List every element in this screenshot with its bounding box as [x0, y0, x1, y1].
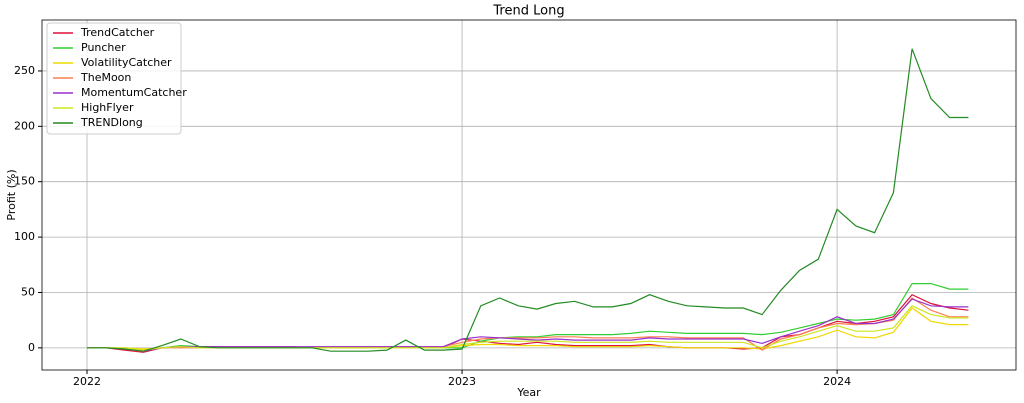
y-tick-label: 250 [14, 64, 35, 77]
data-line [87, 48, 969, 352]
x-tick-label: 2023 [448, 375, 476, 388]
y-tick-label: 200 [14, 119, 35, 132]
y-tick-label: 100 [14, 230, 35, 243]
y-tick-label: 0 [28, 341, 35, 354]
legend-label: TRENDlong [80, 116, 143, 129]
legend-label: TrendCatcher [80, 26, 155, 39]
legend-label: HighFlyer [81, 101, 134, 114]
y-axis-label: Profit (%) [5, 169, 18, 220]
plot-frame [41, 19, 1017, 371]
legend-label: TheMoon [80, 71, 131, 84]
chart-title: Trend Long [492, 4, 564, 19]
legend-label: Puncher [81, 41, 126, 54]
legend-label: VolatilityCatcher [81, 56, 172, 69]
legend-box [46, 22, 182, 135]
y-tick-label: 150 [14, 175, 35, 188]
data-line [87, 298, 969, 352]
x-axis-label: Year [516, 386, 541, 399]
data-line [87, 297, 969, 351]
y-tick-label: 50 [21, 285, 35, 298]
legend-label: MomentumCatcher [81, 86, 187, 99]
x-tick-label: 2022 [73, 375, 101, 388]
x-tick-label: 2024 [823, 375, 851, 388]
